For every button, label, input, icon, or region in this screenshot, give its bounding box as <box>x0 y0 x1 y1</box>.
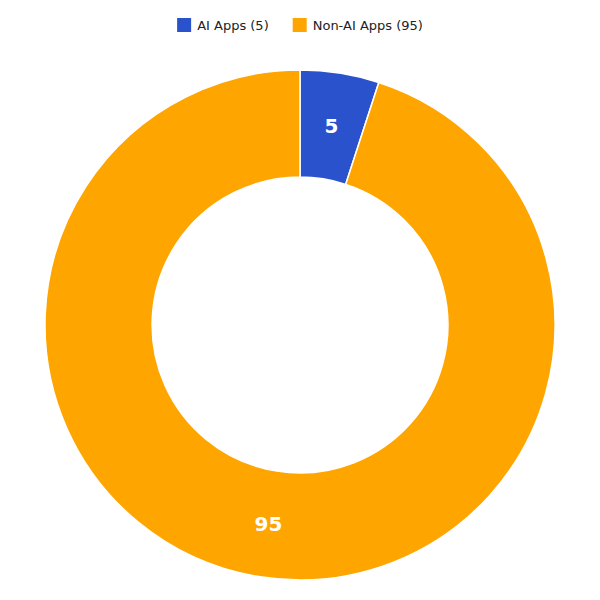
data-label: 95 <box>255 512 283 536</box>
legend-swatch <box>177 18 191 32</box>
slice <box>45 70 555 580</box>
legend: AI Apps (5) Non-AI Apps (95) <box>177 18 423 33</box>
chart: 5 95 AI Apps (5) Non-AI Apps (95) <box>0 0 600 600</box>
data-labels: 5 95 <box>255 114 339 536</box>
legend-item: Non-AI Apps (95) <box>293 18 423 33</box>
data-label: 5 <box>325 114 339 138</box>
legend-item: AI Apps (5) <box>177 18 269 33</box>
legend-label: Non-AI Apps (95) <box>313 18 423 33</box>
legend-label: AI Apps (5) <box>197 18 269 33</box>
pie <box>45 70 555 580</box>
legend-swatch <box>293 18 307 32</box>
